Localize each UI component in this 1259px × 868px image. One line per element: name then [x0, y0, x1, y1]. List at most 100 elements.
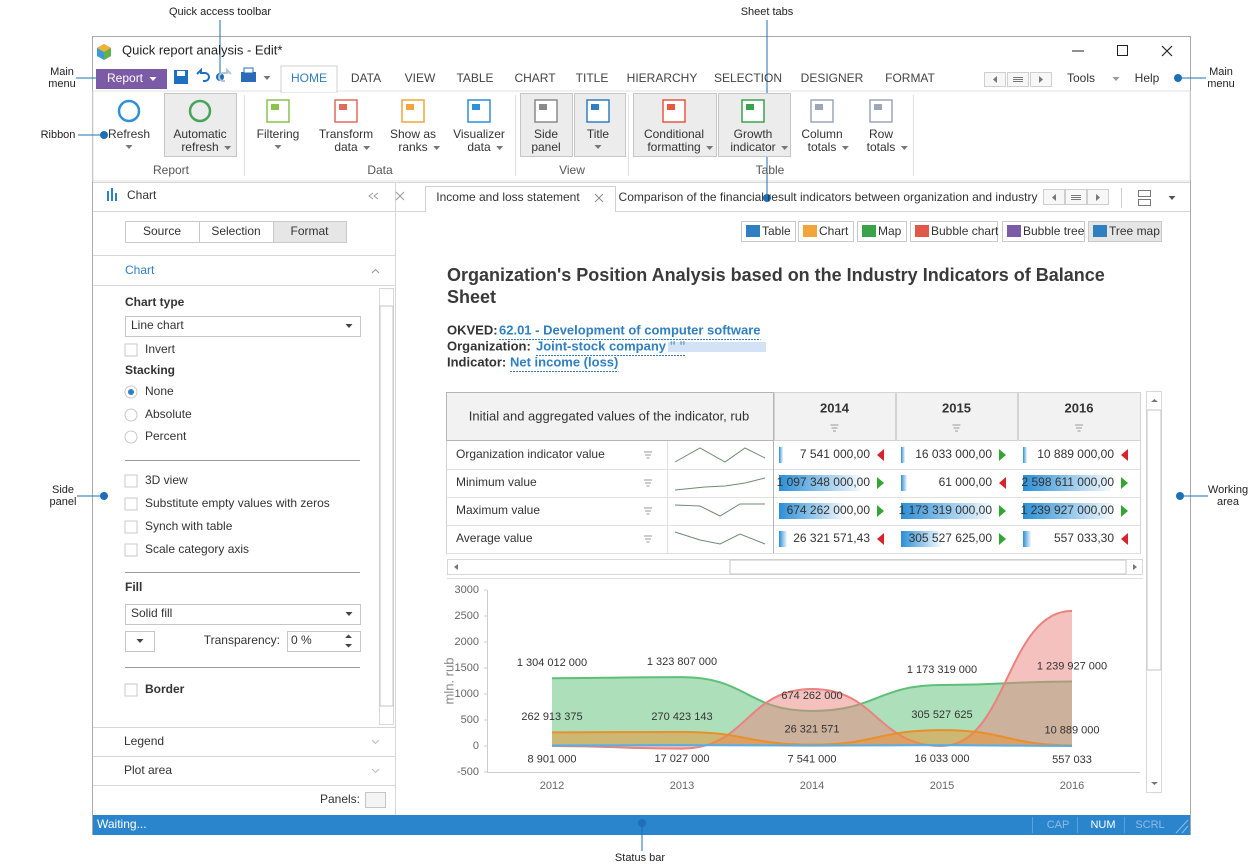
ribbon-button-label[interactable]: data	[467, 140, 491, 154]
ribbon-button-label[interactable]: Conditional	[644, 127, 704, 141]
help-menu[interactable]: Help	[1135, 71, 1160, 85]
side-panel-tab-label[interactable]: Selection	[211, 224, 260, 238]
ribbon-button-label[interactable]: totals	[867, 140, 896, 154]
ribbon-button-label[interactable]: Row	[869, 127, 893, 141]
main-menu-button[interactable]	[96, 69, 167, 89]
ribbon-tab[interactable]: SELECTION	[714, 71, 782, 85]
print-icon[interactable]	[241, 72, 256, 82]
field-link[interactable]: 62.01 - Development of computer software	[499, 322, 761, 337]
ribbon-button-label[interactable]: panel	[531, 140, 560, 154]
filter-icon[interactable]	[644, 507, 652, 515]
ribbon-tab[interactable]: TABLE	[456, 71, 493, 85]
redo-icon[interactable]	[218, 67, 232, 82]
view-button[interactable]	[910, 221, 998, 242]
filter-icon[interactable]	[830, 424, 839, 432]
checkbox[interactable]	[124, 520, 138, 534]
select-value[interactable]: Solid fill	[131, 606, 172, 620]
layout-icon[interactable]	[1138, 190, 1151, 197]
field-link[interactable]: Joint-stock company " "	[536, 338, 686, 353]
ribbon-button-label[interactable]: Show as	[390, 127, 436, 141]
checkbox[interactable]	[124, 497, 138, 511]
ribbon-tab[interactable]: VIEW	[405, 71, 436, 85]
ribbon-button-label[interactable]: data	[334, 140, 358, 154]
y-tick-label: 1000	[455, 688, 479, 700]
ribbon-button-label[interactable]: Column	[801, 127, 842, 141]
sheet-tab-label[interactable]: Income and loss statement	[436, 190, 580, 204]
ribbon-tab[interactable]: TITLE	[576, 71, 609, 85]
ribbon-tab[interactable]: HOME	[291, 71, 327, 85]
ribbon-button-label[interactable]: indicator	[730, 140, 775, 154]
checkbox[interactable]	[124, 343, 138, 357]
column-header-cell	[896, 392, 1018, 441]
maximize-button[interactable]	[1117, 45, 1128, 56]
ribbon-button-label[interactable]: Title	[587, 127, 610, 141]
checkbox[interactable]	[124, 683, 138, 697]
print-icon-paper	[243, 67, 254, 74]
view-button-label[interactable]: Bubble tree	[1023, 224, 1085, 238]
close-panel[interactable]	[395, 191, 405, 201]
radio[interactable]	[124, 430, 138, 444]
ribbon-button-label[interactable]: Automatic	[173, 127, 226, 141]
section-header[interactable]: Chart	[125, 263, 155, 277]
view-button-label[interactable]: Bubble chart	[931, 224, 999, 238]
view-button-label[interactable]: Table	[762, 224, 791, 238]
ribbon-button-label[interactable]: Visualizer	[453, 127, 505, 141]
view-button-label[interactable]: Map	[878, 224, 902, 238]
x-tick-label: 2014	[800, 780, 824, 792]
column-header: 2014	[820, 400, 850, 415]
filter-icon[interactable]	[952, 424, 961, 432]
ribbon-tab[interactable]: DATA	[351, 71, 381, 85]
checkbox[interactable]	[124, 543, 138, 557]
ribbon-button-label[interactable]: Filtering	[257, 127, 300, 141]
sheet-tab-label[interactable]: Comparison of the financial result indic…	[619, 190, 1038, 204]
ribbon-button-label[interactable]: Refresh	[108, 127, 150, 141]
column-header-cell	[1018, 392, 1141, 441]
view-button[interactable]	[1002, 221, 1085, 242]
scrollbar-thumb[interactable]	[379, 305, 394, 707]
side-panel-tab-label[interactable]: Source	[143, 224, 181, 238]
view-button-label[interactable]: Tree map	[1109, 224, 1160, 238]
sheet-tab-active[interactable]	[425, 186, 616, 212]
ribbon-button-label[interactable]: Growth	[734, 127, 773, 141]
tools-menu[interactable]: Tools	[1067, 71, 1095, 85]
close-button[interactable]	[1161, 45, 1173, 57]
section-header[interactable]: Plot area	[124, 763, 172, 777]
dropdown-arrow	[433, 146, 441, 150]
ribbon-tab[interactable]: CHART	[514, 71, 556, 85]
chart-type-select[interactable]	[125, 316, 361, 337]
spin-value[interactable]: 0 %	[291, 633, 312, 647]
ribbon-button-label[interactable]: formatting	[647, 140, 700, 154]
ribbon-button-label[interactable]: Side	[534, 127, 558, 141]
fill-select[interactable]	[125, 604, 361, 625]
side-panel-tab[interactable]	[273, 221, 347, 243]
filter-icon[interactable]	[644, 451, 652, 459]
main-menu-label[interactable]: Report	[107, 71, 144, 85]
ribbon-button-label[interactable]: totals	[808, 140, 837, 154]
collapse-icon[interactable]	[368, 192, 379, 200]
view-button-label[interactable]: Chart	[819, 224, 849, 238]
select-value[interactable]: Line chart	[131, 318, 184, 332]
ribbon-button-label[interactable]: ranks	[398, 140, 427, 154]
close-tab[interactable]	[594, 193, 604, 203]
ribbon-button-label[interactable]: Transform	[319, 127, 373, 141]
transparency-spin[interactable]	[287, 631, 361, 652]
side-panel-tab-label[interactable]: Format	[290, 224, 329, 238]
data-bar	[1023, 447, 1027, 463]
ribbon-tab[interactable]: DESIGNER	[801, 71, 864, 85]
dropdown-arrow	[136, 639, 144, 643]
section-header[interactable]: Legend	[124, 734, 164, 748]
ribbon-tab[interactable]: HIERARCHY	[627, 71, 698, 85]
field-link[interactable]: Net income (loss)	[510, 354, 618, 369]
ribbon-tab[interactable]: FORMAT	[885, 71, 935, 85]
filter-icon[interactable]	[644, 479, 652, 487]
filter-icon[interactable]	[1075, 424, 1083, 432]
button-icon	[117, 99, 141, 123]
radio[interactable]	[124, 408, 138, 422]
checkbox[interactable]	[124, 474, 138, 488]
panels-button[interactable]	[365, 792, 386, 808]
h-scrollbar-thumb[interactable]	[729, 559, 1127, 575]
filter-icon[interactable]	[644, 535, 652, 543]
ribbon-button-label[interactable]: refresh	[181, 140, 218, 154]
undo-icon[interactable]	[196, 67, 210, 82]
v-scrollbar-thumb[interactable]	[1146, 409, 1162, 671]
